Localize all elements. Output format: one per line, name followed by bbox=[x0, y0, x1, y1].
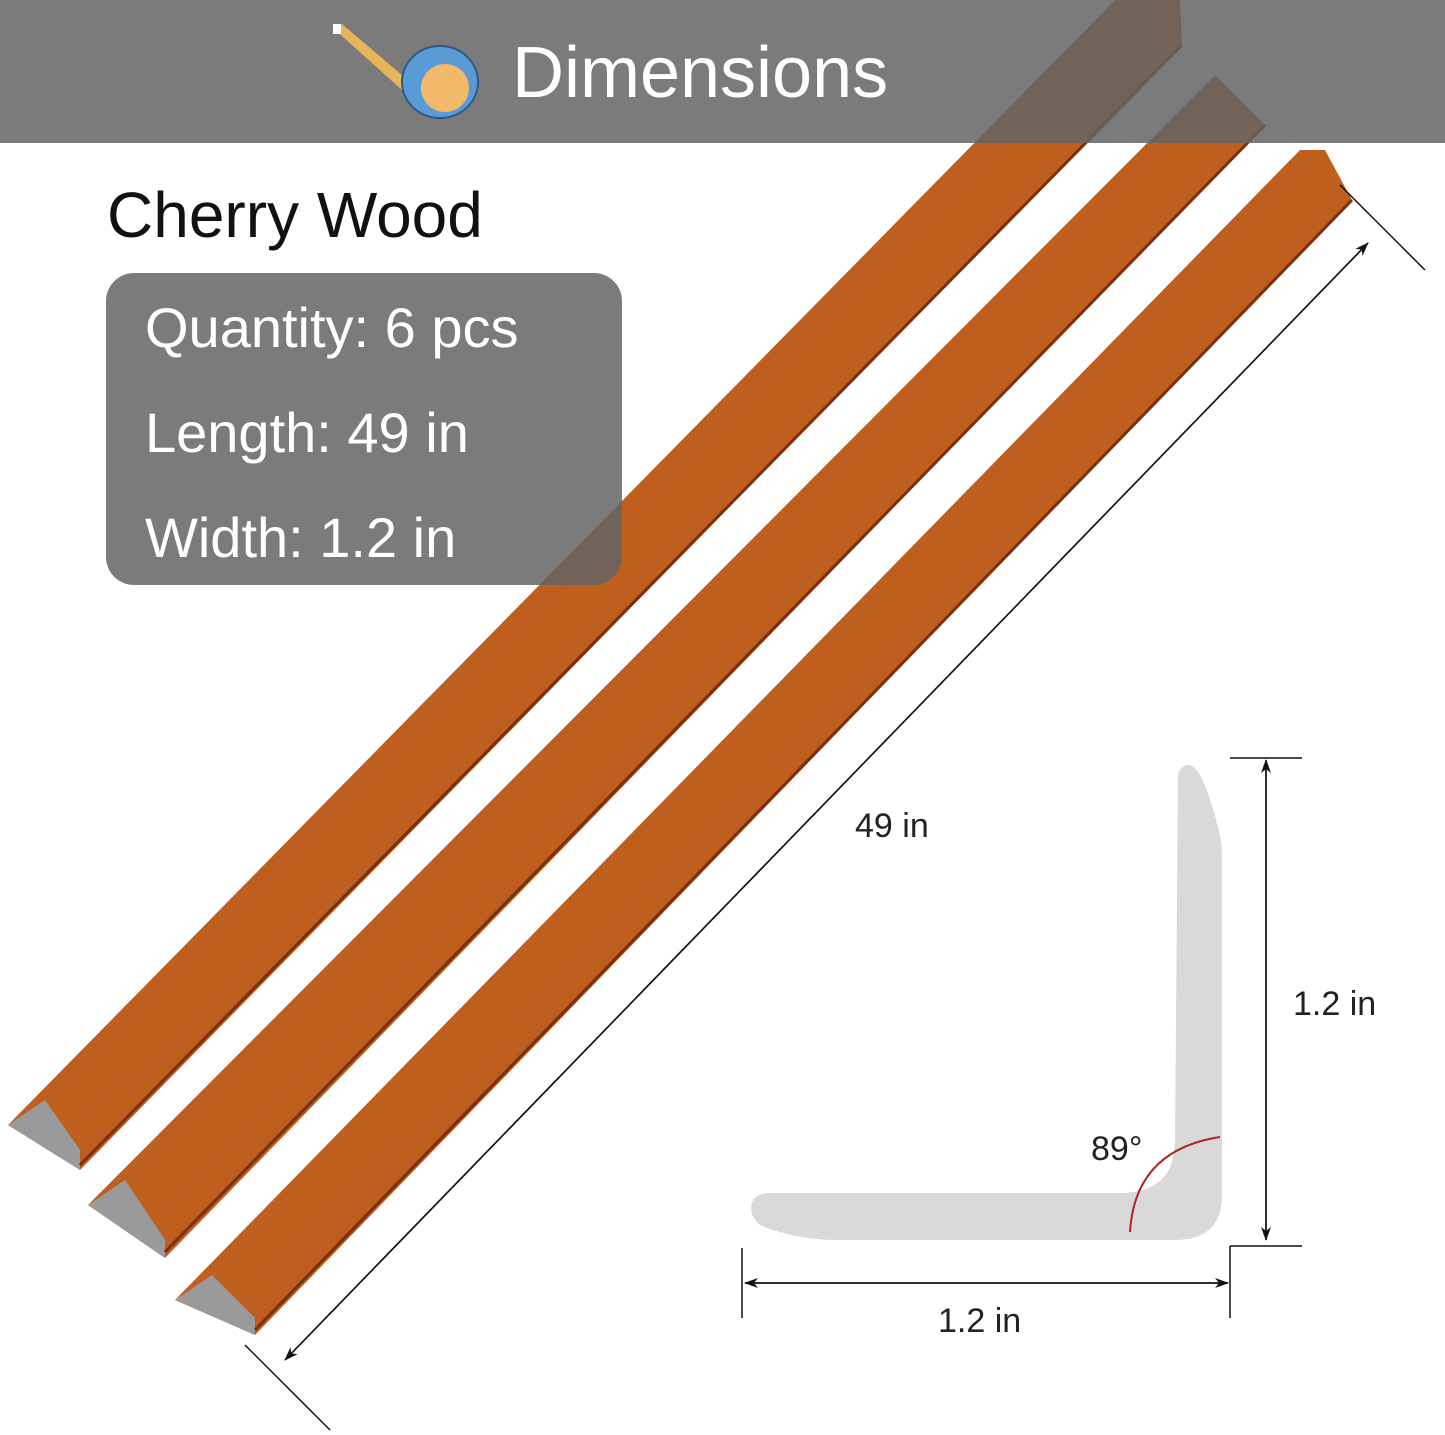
spec-width: Width: 1.2 in bbox=[145, 506, 457, 569]
wood-bar-3 bbox=[175, 150, 1354, 1335]
width-dimension bbox=[741, 1246, 1231, 1318]
product-name: Cherry Wood bbox=[107, 179, 483, 251]
spec-quantity: Quantity: 6 pcs bbox=[145, 296, 519, 359]
wood-bar-1 bbox=[8, 0, 1184, 1170]
length-label: 49 in bbox=[855, 807, 929, 845]
width-label: 1.2 in bbox=[938, 1302, 1022, 1340]
wood-bar-2 bbox=[88, 75, 1267, 1258]
height-label: 1.2 in bbox=[1293, 985, 1377, 1023]
angle-arc bbox=[1129, 1136, 1221, 1233]
height-dimension bbox=[1230, 757, 1302, 1247]
tape-measure-icon bbox=[333, 24, 479, 119]
angle-label: 89° bbox=[1091, 1130, 1143, 1168]
length-dimension bbox=[244, 184, 1426, 1431]
angle-profile bbox=[751, 765, 1222, 1240]
spec-length: Length: 49 in bbox=[145, 401, 469, 464]
header-band bbox=[0, 0, 1445, 143]
header-title: Dimensions bbox=[512, 33, 889, 113]
spec-box bbox=[106, 273, 622, 585]
